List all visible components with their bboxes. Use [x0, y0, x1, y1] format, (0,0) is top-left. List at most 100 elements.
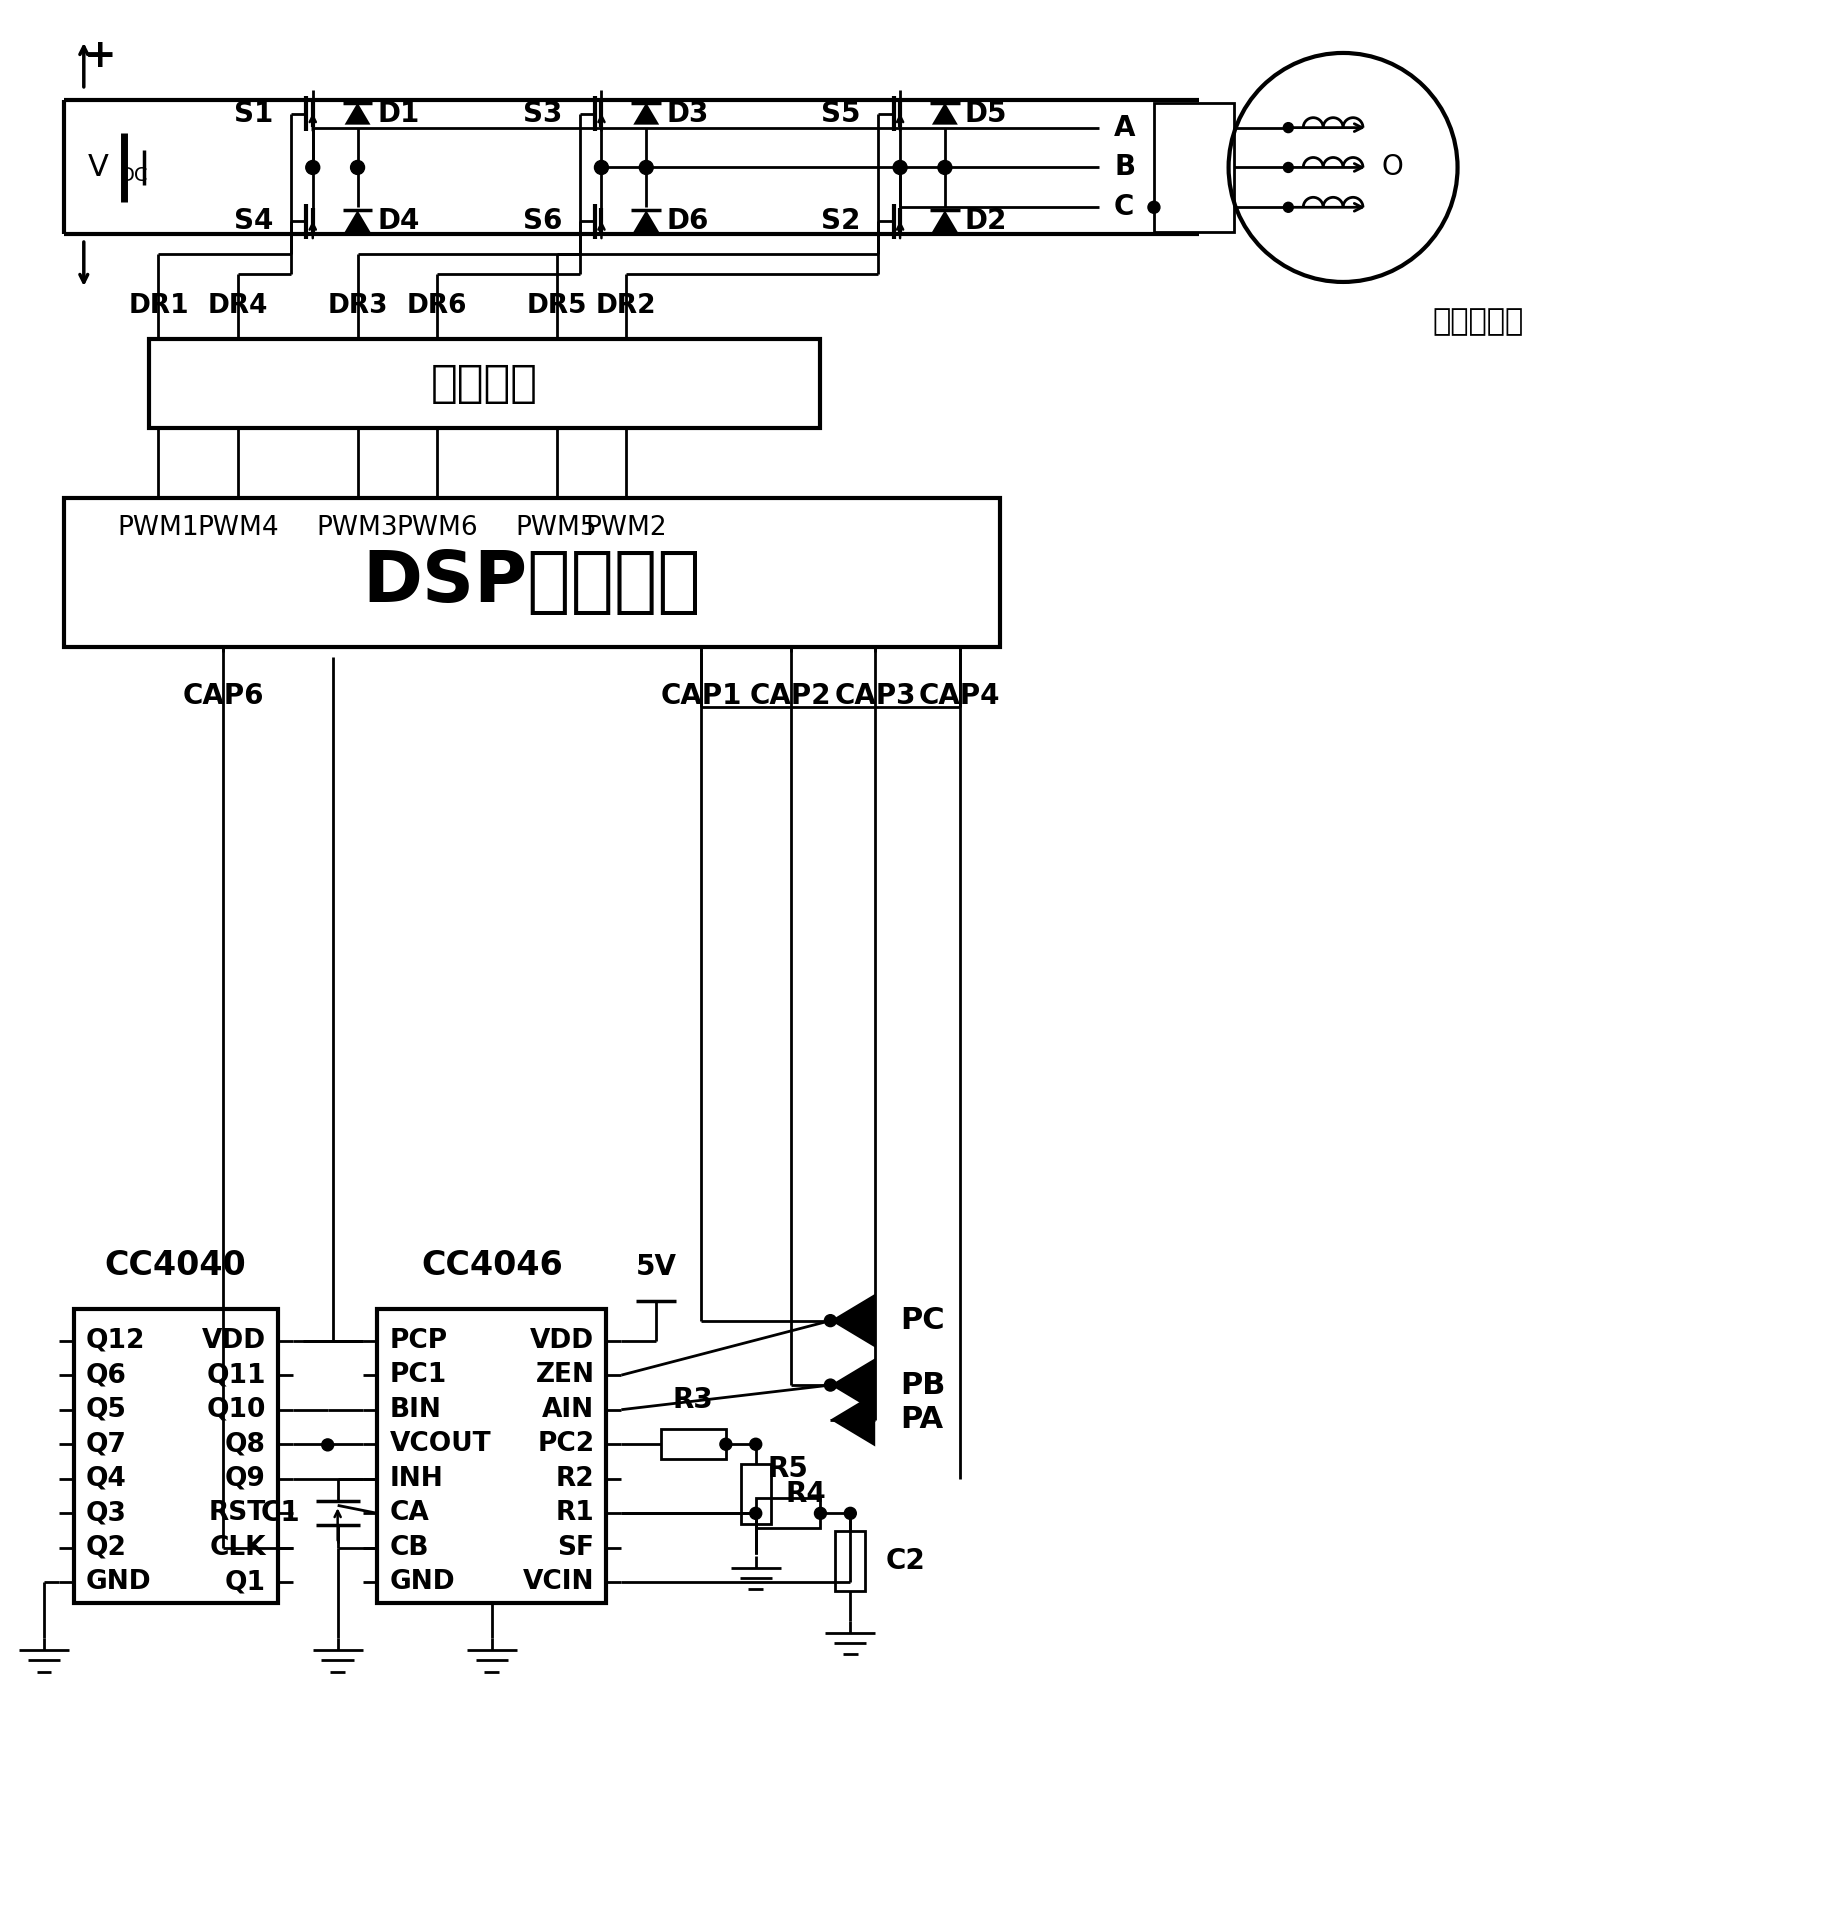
Text: R1: R1 — [555, 1500, 594, 1527]
Circle shape — [307, 161, 318, 174]
Text: Q4: Q4 — [86, 1466, 127, 1493]
Text: CB: CB — [390, 1535, 428, 1562]
Text: R2: R2 — [555, 1466, 594, 1493]
Text: Q11: Q11 — [206, 1362, 267, 1387]
Text: PC: PC — [899, 1307, 943, 1335]
Text: ZEN: ZEN — [535, 1362, 594, 1387]
Text: DR3: DR3 — [327, 293, 388, 318]
Text: C: C — [1113, 194, 1135, 220]
Text: DR4: DR4 — [208, 293, 268, 318]
Text: CC4040: CC4040 — [105, 1249, 246, 1282]
Text: PB: PB — [899, 1370, 945, 1399]
Text: BIN: BIN — [390, 1397, 441, 1424]
Circle shape — [1282, 203, 1293, 213]
Text: CAP4: CAP4 — [918, 682, 1000, 711]
Polygon shape — [829, 1293, 875, 1347]
Bar — [377, 1309, 607, 1604]
Text: RST: RST — [208, 1500, 267, 1527]
Text: DR6: DR6 — [406, 293, 467, 318]
Text: AIN: AIN — [543, 1397, 594, 1424]
Text: VDD: VDD — [530, 1328, 594, 1353]
Polygon shape — [633, 103, 658, 125]
Text: PA: PA — [899, 1404, 943, 1435]
Circle shape — [1282, 163, 1293, 172]
Circle shape — [824, 1314, 837, 1326]
Text: S3: S3 — [522, 100, 561, 128]
Text: D1: D1 — [377, 100, 419, 128]
Text: B: B — [1113, 153, 1135, 182]
Polygon shape — [344, 103, 370, 125]
Text: Q6: Q6 — [86, 1362, 127, 1387]
Text: A: A — [1113, 113, 1135, 142]
Text: D4: D4 — [377, 207, 419, 236]
Text: D6: D6 — [666, 207, 708, 236]
Polygon shape — [829, 1393, 875, 1447]
Circle shape — [1282, 123, 1293, 132]
Circle shape — [322, 1439, 333, 1450]
Text: PWM3: PWM3 — [316, 515, 399, 540]
Text: PWM5: PWM5 — [515, 515, 598, 540]
Circle shape — [894, 161, 905, 174]
Text: S5: S5 — [820, 100, 861, 128]
Text: R5: R5 — [767, 1456, 807, 1483]
Text: CAP1: CAP1 — [660, 682, 741, 711]
Bar — [74, 1309, 278, 1604]
Circle shape — [596, 161, 607, 174]
Polygon shape — [931, 103, 958, 125]
Text: D5: D5 — [964, 100, 1006, 128]
Bar — [660, 1429, 726, 1460]
Text: O: O — [1381, 153, 1403, 182]
Text: S6: S6 — [522, 207, 561, 236]
Circle shape — [844, 1508, 855, 1519]
Polygon shape — [829, 1358, 875, 1412]
Text: Q12: Q12 — [86, 1328, 145, 1353]
Bar — [835, 1531, 864, 1590]
Text: Q1: Q1 — [224, 1569, 267, 1596]
Text: CA: CA — [390, 1500, 428, 1527]
Bar — [756, 1498, 820, 1529]
Text: CAP2: CAP2 — [750, 682, 831, 711]
Text: S1: S1 — [234, 100, 274, 128]
Text: V: V — [88, 153, 109, 182]
Text: DSP微处理器: DSP微处理器 — [362, 548, 701, 617]
Text: DR1: DR1 — [129, 293, 189, 318]
Polygon shape — [633, 211, 658, 232]
Text: D3: D3 — [666, 100, 708, 128]
Text: CAP3: CAP3 — [835, 682, 916, 711]
Circle shape — [824, 1380, 837, 1391]
Circle shape — [748, 1439, 761, 1450]
Text: CLK: CLK — [210, 1535, 267, 1562]
Text: Q5: Q5 — [86, 1397, 127, 1424]
Text: S2: S2 — [820, 207, 861, 236]
Text: R3: R3 — [673, 1387, 714, 1414]
Text: Q10: Q10 — [206, 1397, 267, 1424]
Text: Q9: Q9 — [224, 1466, 267, 1493]
Text: INH: INH — [390, 1466, 443, 1493]
Circle shape — [1148, 201, 1159, 213]
Circle shape — [938, 161, 951, 174]
Text: VCOUT: VCOUT — [390, 1431, 491, 1458]
Text: Q7: Q7 — [86, 1431, 127, 1458]
Text: PWM4: PWM4 — [197, 515, 280, 540]
Bar — [741, 1464, 771, 1523]
Text: 驱动电路: 驱动电路 — [430, 362, 537, 404]
Text: DC: DC — [118, 167, 147, 186]
Text: Q2: Q2 — [86, 1535, 127, 1562]
Text: C2: C2 — [885, 1546, 925, 1575]
Circle shape — [305, 161, 320, 174]
Circle shape — [351, 161, 364, 174]
Text: DR2: DR2 — [596, 293, 657, 318]
Circle shape — [892, 161, 907, 174]
Text: 5V: 5V — [634, 1253, 677, 1280]
Text: PWM1: PWM1 — [118, 515, 199, 540]
Circle shape — [748, 1508, 761, 1519]
Text: Q8: Q8 — [224, 1431, 267, 1458]
Bar — [149, 339, 820, 429]
Text: SF: SF — [557, 1535, 594, 1562]
Polygon shape — [931, 211, 958, 232]
Text: CAP6: CAP6 — [182, 682, 263, 711]
Text: PCP: PCP — [390, 1328, 447, 1353]
Text: C1: C1 — [259, 1500, 300, 1527]
Text: S4: S4 — [234, 207, 274, 236]
Circle shape — [815, 1508, 826, 1519]
